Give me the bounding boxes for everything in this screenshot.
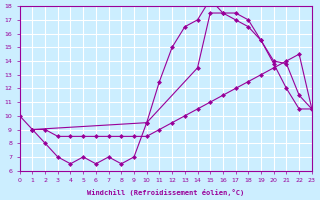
X-axis label: Windchill (Refroidissement éolien,°C): Windchill (Refroidissement éolien,°C) [87,189,244,196]
